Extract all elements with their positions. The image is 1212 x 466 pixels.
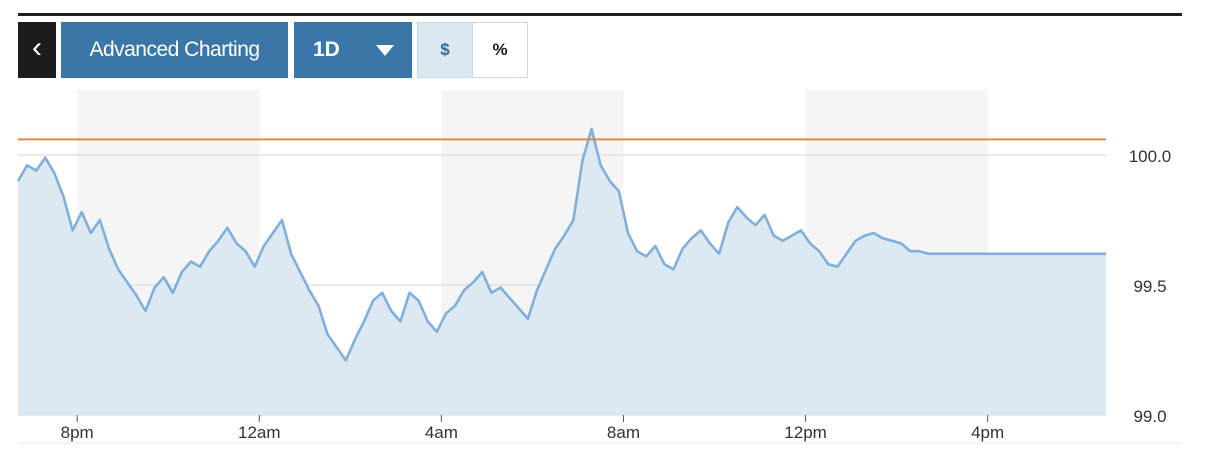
y-tick-label: 99.0 bbox=[1133, 407, 1166, 426]
caret-down-icon bbox=[376, 45, 394, 56]
x-tick-label: 4am bbox=[425, 423, 458, 442]
unit-toggle: $ % bbox=[417, 22, 528, 78]
top-rule bbox=[18, 13, 1182, 16]
y-axis: 99.0 99.5 100.0 bbox=[1129, 147, 1172, 426]
currency-toggle[interactable]: $ bbox=[418, 23, 473, 77]
x-tick-label: 8pm bbox=[61, 423, 94, 442]
back-button[interactable]: ‹ bbox=[18, 22, 56, 78]
y-tick-label: 99.5 bbox=[1133, 277, 1166, 296]
x-tick-label: 4pm bbox=[971, 423, 1004, 442]
price-line bbox=[16, 127, 1106, 362]
advanced-charting-label: Advanced Charting bbox=[89, 38, 260, 61]
range-dropdown[interactable]: 1D bbox=[294, 22, 412, 78]
y-tick-label: 100.0 bbox=[1129, 147, 1172, 166]
range-label: 1D bbox=[313, 38, 340, 61]
x-tick-label: 12pm bbox=[784, 423, 827, 442]
x-tick-label: 12am bbox=[238, 423, 281, 442]
x-tick-label: 8am bbox=[607, 423, 640, 442]
chevron-left-icon: ‹ bbox=[32, 31, 42, 64]
percent-toggle[interactable]: % bbox=[473, 23, 527, 77]
price-area bbox=[18, 129, 1106, 415]
currency-label: $ bbox=[440, 40, 450, 59]
percent-label: % bbox=[492, 40, 508, 59]
advanced-charting-button[interactable]: Advanced Charting bbox=[61, 22, 288, 78]
x-axis: 8pm 12am 4am 8am 12pm 4pm bbox=[61, 415, 1004, 442]
